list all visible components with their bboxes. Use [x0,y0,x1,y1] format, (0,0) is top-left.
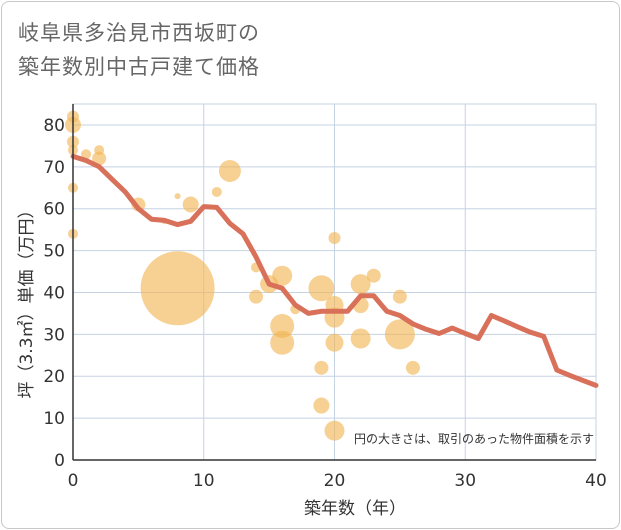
trend-line-group [70,153,599,388]
chart-title-line-1: 岐阜県多治見市西坂町の [18,21,260,45]
data-bubble [325,333,344,352]
bubbles [65,110,420,441]
data-bubble [249,289,264,304]
y-tick-label: 30 [43,325,65,345]
data-bubble [270,330,295,355]
x-tick-label: 10 [193,471,215,491]
data-bubble [174,193,181,200]
size-legend-note: 円の大きさは、取引のあった物件面積を示す [354,431,594,446]
data-bubble [350,328,371,349]
data-bubble [392,289,407,304]
data-bubble [405,360,420,375]
axes: 0 10 20 30 40 0 10 20 30 40 50 60 70 80 [43,104,607,491]
data-bubble [328,232,341,245]
x-tick-label: 30 [454,471,476,491]
data-bubble [313,397,330,414]
data-bubble [270,313,295,338]
data-bubble [314,360,329,375]
data-bubble [182,196,199,213]
x-axis-label: 築年数（年） [304,499,406,519]
x-tick-label: 0 [68,471,79,491]
data-bubble [384,319,415,350]
grid-lines [72,103,597,461]
data-bubble [81,149,92,160]
data-bubble [218,160,241,183]
y-tick-label: 70 [43,158,65,178]
chart-title-line-2: 築年数別中古戸建て価格 [18,55,260,79]
y-tick-label: 40 [43,283,65,303]
y-tick-label: 80 [43,116,65,136]
chart-title: 岐阜県多治見市西坂町の 築年数別中古戸建て価格 [18,16,260,84]
y-tick-label: 10 [43,409,65,429]
data-bubble [92,151,107,166]
y-tick-label: 20 [43,367,65,387]
x-tick-label: 20 [324,471,346,491]
data-bubble [366,268,381,283]
data-bubble [140,251,215,326]
data-bubble [211,186,222,197]
trend-line [70,153,599,388]
y-axis-label: 坪（3.3㎡）単価（万円） [17,201,37,398]
data-bubble [308,275,335,302]
data-bubble [350,274,371,295]
x-tick-label: 40 [585,471,607,491]
y-tick-label: 60 [43,200,65,220]
data-bubble [272,265,293,286]
y-tick-label: 0 [54,451,65,471]
data-bubble [324,420,345,441]
y-tick-label: 50 [43,242,65,262]
